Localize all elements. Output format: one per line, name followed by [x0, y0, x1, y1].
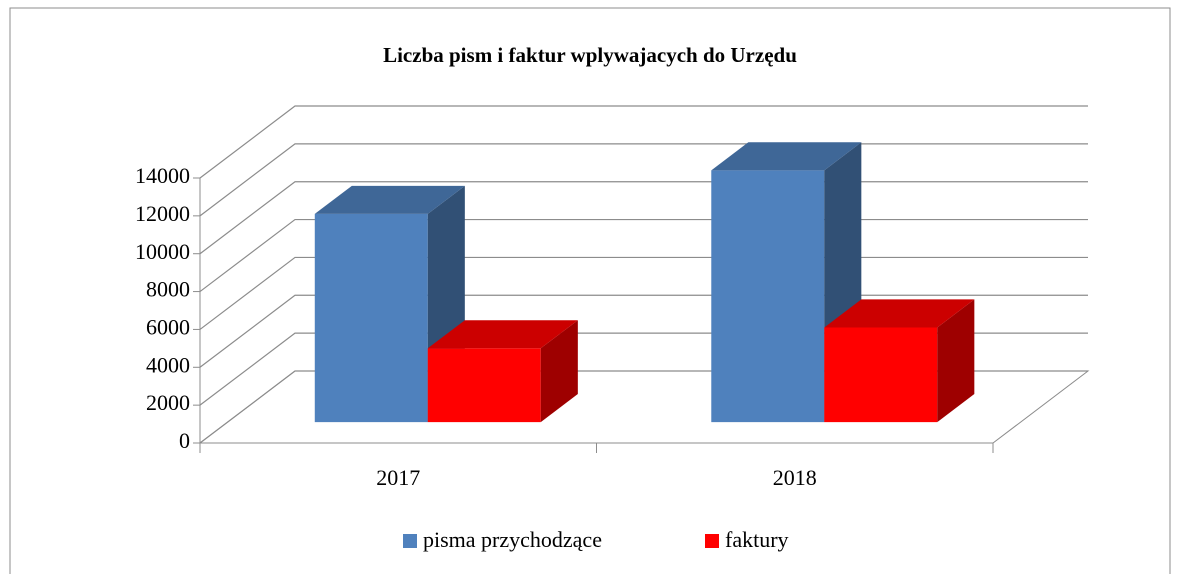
bar [824, 299, 975, 423]
bar [314, 185, 465, 423]
legend-label: pisma przychodzące [423, 527, 602, 552]
legend-swatch [403, 534, 417, 548]
bar-front [824, 327, 938, 423]
bar-side [937, 299, 975, 423]
bar-top [427, 320, 578, 349]
y-tick-label: 8000 [146, 277, 190, 302]
legend-swatch [705, 534, 719, 548]
x-tick-label: 2017 [376, 465, 420, 490]
y-tick-label: 2000 [146, 390, 190, 415]
y-tick-label: 6000 [146, 314, 190, 339]
chart-frame [9, 7, 1171, 574]
bar-top [314, 185, 465, 214]
y-tick-label: 14000 [135, 163, 190, 188]
chart-title: Liczba pism i faktur wplywajacych do Urz… [383, 43, 797, 67]
bar [427, 320, 578, 423]
bar-top [824, 299, 975, 328]
y-tick-label: 4000 [146, 352, 190, 377]
bar-front [314, 213, 428, 423]
bar-front [427, 348, 541, 423]
bar-top [711, 142, 862, 171]
y-tick-label: 10000 [135, 239, 190, 264]
bar-front [711, 170, 825, 423]
y-tick-label: 0 [179, 428, 190, 453]
grid-line [199, 105, 1088, 179]
legend-label: faktury [725, 527, 789, 552]
bar-side [540, 320, 578, 423]
y-tick-label: 12000 [135, 201, 190, 226]
x-tick-label: 2018 [773, 465, 817, 490]
